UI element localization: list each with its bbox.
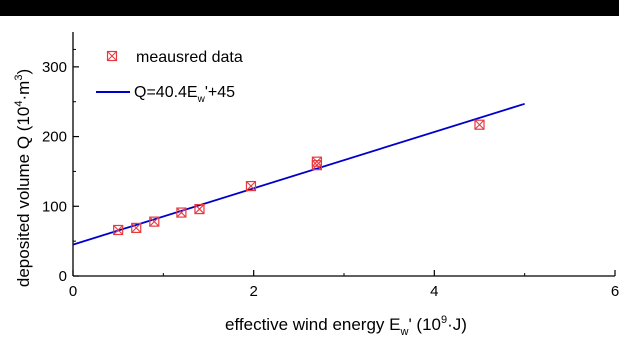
y-tick-label: 200 [42,129,67,146]
data-points-layer [113,119,485,236]
axis-ticks: 0 2 4 6 0 100 200 300 [42,48,619,300]
data-point [311,160,322,171]
data-point [149,216,160,227]
legend-fit-end: '+45 [205,84,235,101]
fit-line [72,102,525,246]
x-label-mid: ' (10 [408,315,441,334]
marker-box [176,207,187,218]
legend-label-measured: meausred data [136,49,243,66]
y-label-main: deposited volume Q (10 [14,107,33,288]
marker-cross-b [312,156,322,167]
data-point [474,119,485,130]
y-axis-label: deposited volume Q (104·m3) [13,69,33,287]
x-tick-label: 6 [611,283,619,300]
legend-marker-symbol [106,50,118,62]
marker-box [474,119,485,130]
x-axis-label: effective wind energy Ew' (109·J) [225,314,467,338]
marker-cross-b [131,223,142,233]
x-tick-label: 4 [430,283,438,300]
legend-fit-sub: w [197,94,206,105]
marker-box [311,160,322,171]
x-label-end: ·J) [447,315,467,334]
y-label-sup: 4 [13,101,25,107]
top-black-bar [0,0,619,16]
data-point [113,224,124,236]
data-point [194,203,205,215]
marker-cross-b [312,160,322,171]
x-tick-label: 0 [69,283,77,300]
x-label-main: effective wind energy E [225,315,400,334]
marker-cross-b [194,204,205,214]
legend: meausred data Q=40.4Ew'+45 [96,49,243,105]
y-label-mid: ·m [14,81,33,101]
y-label-end: ) [14,69,33,75]
marker-cross-b [246,181,256,191]
marker-cross-b [176,207,187,218]
marker-box [194,203,205,215]
axes [72,32,615,277]
marker-box [131,222,142,233]
data-point [131,222,142,233]
y-label-sup2: 3 [13,75,25,81]
fit-line-layer [72,102,525,246]
marker-box [149,216,160,227]
marker-box [106,50,118,62]
marker-box [245,180,257,192]
data-point [245,180,257,192]
x-label-sub: w [400,326,409,338]
data-point [176,207,187,218]
marker-cross-b [474,119,485,130]
marker-box [113,224,124,236]
y-tick-label: 300 [42,59,67,76]
legend-label-fit: Q=40.4Ew'+45 [134,84,235,105]
legend-marker-measured [106,50,118,62]
marker-cross-b [113,225,124,235]
y-tick-label: 0 [59,268,67,285]
marker-cross-b [107,51,117,61]
y-tick-label: 100 [42,198,67,215]
marker-cross-b [149,216,160,227]
x-label-sup: 9 [441,314,447,326]
legend-fit-main: Q=40.4E [134,84,198,101]
x-tick-label: 2 [249,283,257,300]
